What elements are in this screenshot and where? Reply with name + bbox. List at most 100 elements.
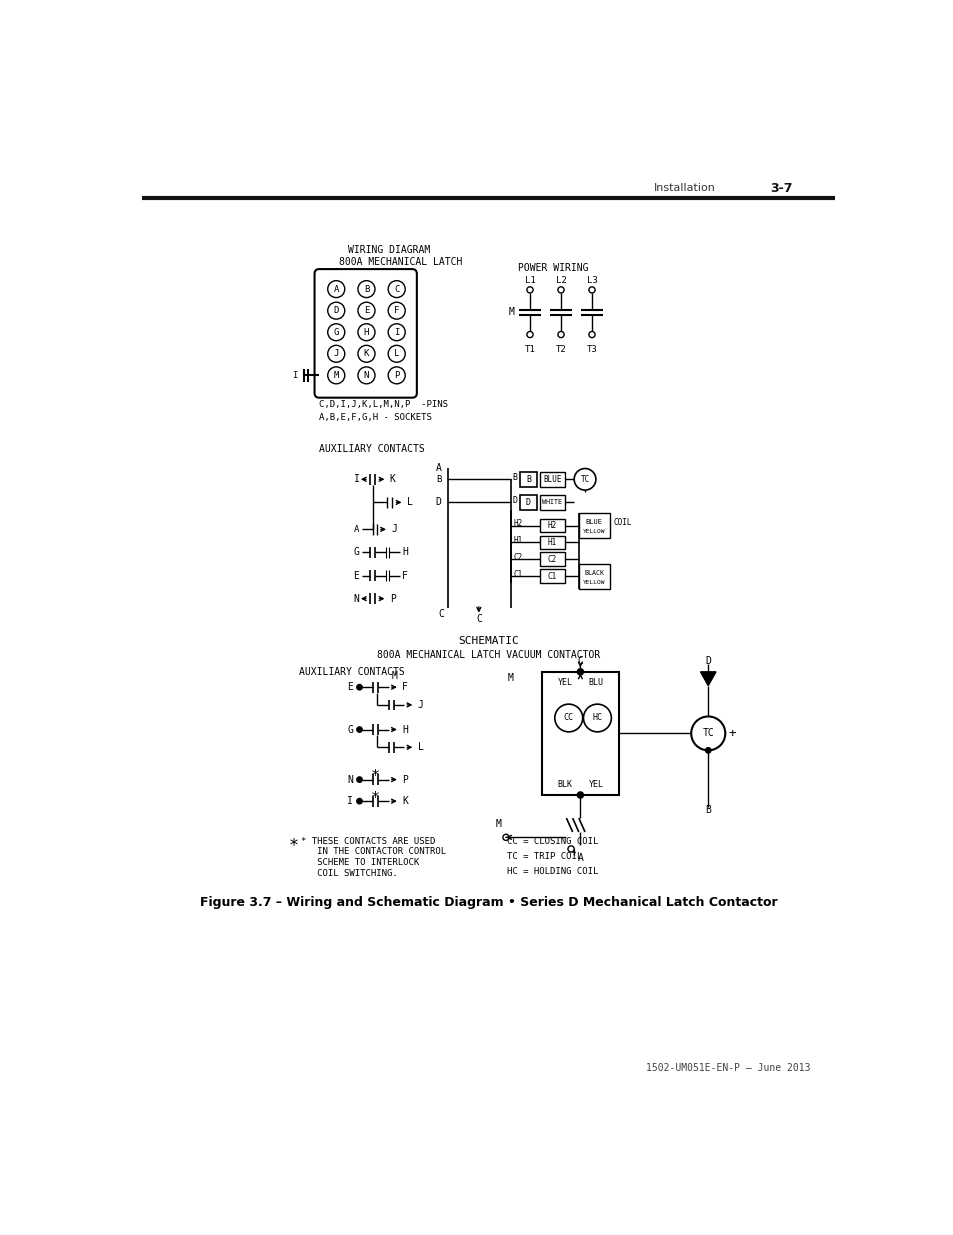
Circle shape <box>356 777 362 782</box>
Circle shape <box>356 727 362 732</box>
Text: G: G <box>334 327 338 337</box>
Text: WIRING DIAGRAM: WIRING DIAGRAM <box>348 245 430 254</box>
Text: A,B,E,F,G,H - SOCKETS: A,B,E,F,G,H - SOCKETS <box>319 414 432 422</box>
Text: HC: HC <box>592 714 601 722</box>
Text: M: M <box>391 671 396 680</box>
Circle shape <box>583 704 611 732</box>
Text: HC = HOLDING COIL: HC = HOLDING COIL <box>506 867 598 877</box>
Text: F: F <box>402 571 408 580</box>
Text: WHITE: WHITE <box>542 499 562 505</box>
Circle shape <box>357 303 375 319</box>
Text: J: J <box>391 525 396 535</box>
Text: I: I <box>347 797 353 806</box>
Text: H: H <box>363 327 369 337</box>
Circle shape <box>588 331 595 337</box>
Circle shape <box>356 799 362 804</box>
Text: D: D <box>334 306 338 315</box>
Text: P: P <box>394 370 399 380</box>
Text: L: L <box>394 350 399 358</box>
Circle shape <box>357 367 375 384</box>
Text: B: B <box>525 474 531 484</box>
Text: TC = TRIP COIL: TC = TRIP COIL <box>506 852 581 861</box>
Circle shape <box>357 280 375 298</box>
Text: H1: H1 <box>513 536 522 545</box>
Circle shape <box>328 303 344 319</box>
Text: BLK: BLK <box>557 779 572 789</box>
Text: A: A <box>577 852 582 863</box>
Text: T2: T2 <box>555 346 566 354</box>
Text: POWER WIRING: POWER WIRING <box>517 263 588 273</box>
Bar <box>519 495 537 510</box>
Text: D: D <box>704 656 710 666</box>
Text: E: E <box>347 682 353 692</box>
Bar <box>519 472 537 487</box>
Circle shape <box>502 835 509 841</box>
Text: I: I <box>354 474 359 484</box>
Text: B: B <box>363 284 369 294</box>
Text: Installation: Installation <box>654 183 715 193</box>
Bar <box>539 569 564 583</box>
Text: H: H <box>402 725 408 735</box>
Text: SCHEME TO INTERLOCK: SCHEME TO INTERLOCK <box>301 858 419 867</box>
Circle shape <box>357 346 375 362</box>
Text: YELLOW: YELLOW <box>582 580 605 585</box>
Text: C1: C1 <box>547 572 557 580</box>
Text: E: E <box>354 571 359 580</box>
Bar <box>539 472 564 487</box>
Text: L2: L2 <box>555 277 566 285</box>
Text: BLU: BLU <box>588 678 602 687</box>
Text: TC: TC <box>579 474 589 484</box>
Text: K: K <box>363 350 369 358</box>
Text: C: C <box>394 284 399 294</box>
Circle shape <box>555 704 582 732</box>
Text: L1: L1 <box>524 277 535 285</box>
Text: COIL SWITCHING.: COIL SWITCHING. <box>301 869 397 878</box>
Text: ∗: ∗ <box>289 832 298 850</box>
Text: C1: C1 <box>513 569 522 578</box>
Text: YELLOW: YELLOW <box>582 529 605 535</box>
Circle shape <box>328 280 344 298</box>
Circle shape <box>691 716 724 751</box>
Text: 800A MECHANICAL LATCH: 800A MECHANICAL LATCH <box>339 257 462 267</box>
FancyBboxPatch shape <box>314 269 416 398</box>
Bar <box>578 564 609 589</box>
Text: YEL: YEL <box>557 678 572 687</box>
Circle shape <box>577 668 583 674</box>
Circle shape <box>577 792 583 798</box>
Text: N: N <box>363 370 369 380</box>
Text: P: P <box>402 774 408 784</box>
Bar <box>539 536 564 550</box>
Text: ∗: ∗ <box>371 785 380 802</box>
Text: J: J <box>334 350 338 358</box>
Bar <box>539 552 564 567</box>
Circle shape <box>357 324 375 341</box>
Text: BLUE: BLUE <box>585 520 602 525</box>
Text: A: A <box>334 284 338 294</box>
Text: K: K <box>402 797 408 806</box>
Text: P: P <box>390 594 395 604</box>
Text: B: B <box>704 805 710 815</box>
Text: H1: H1 <box>547 538 557 547</box>
Text: AUXILIARY CONTACTS: AUXILIARY CONTACTS <box>319 443 424 453</box>
Text: H2: H2 <box>547 521 557 530</box>
Polygon shape <box>700 672 716 685</box>
Text: C: C <box>438 609 444 619</box>
Text: N: N <box>347 774 353 784</box>
Text: M: M <box>507 673 513 683</box>
Circle shape <box>588 287 595 293</box>
Text: T3: T3 <box>586 346 597 354</box>
Text: Figure 3.7 – Wiring and Schematic Diagram • Series D Mechanical Latch Contactor: Figure 3.7 – Wiring and Schematic Diagra… <box>200 897 777 909</box>
Circle shape <box>526 287 533 293</box>
Circle shape <box>328 324 344 341</box>
Text: N: N <box>354 594 359 604</box>
Text: D: D <box>512 496 517 505</box>
Text: L: L <box>417 742 423 752</box>
Text: C: C <box>476 614 481 624</box>
Text: H2: H2 <box>513 519 522 527</box>
Text: E: E <box>363 306 369 315</box>
Text: COIL: COIL <box>613 517 632 527</box>
Text: ∗: ∗ <box>371 764 380 779</box>
Circle shape <box>356 684 362 690</box>
Text: D: D <box>436 498 441 508</box>
Text: L: L <box>406 498 413 508</box>
